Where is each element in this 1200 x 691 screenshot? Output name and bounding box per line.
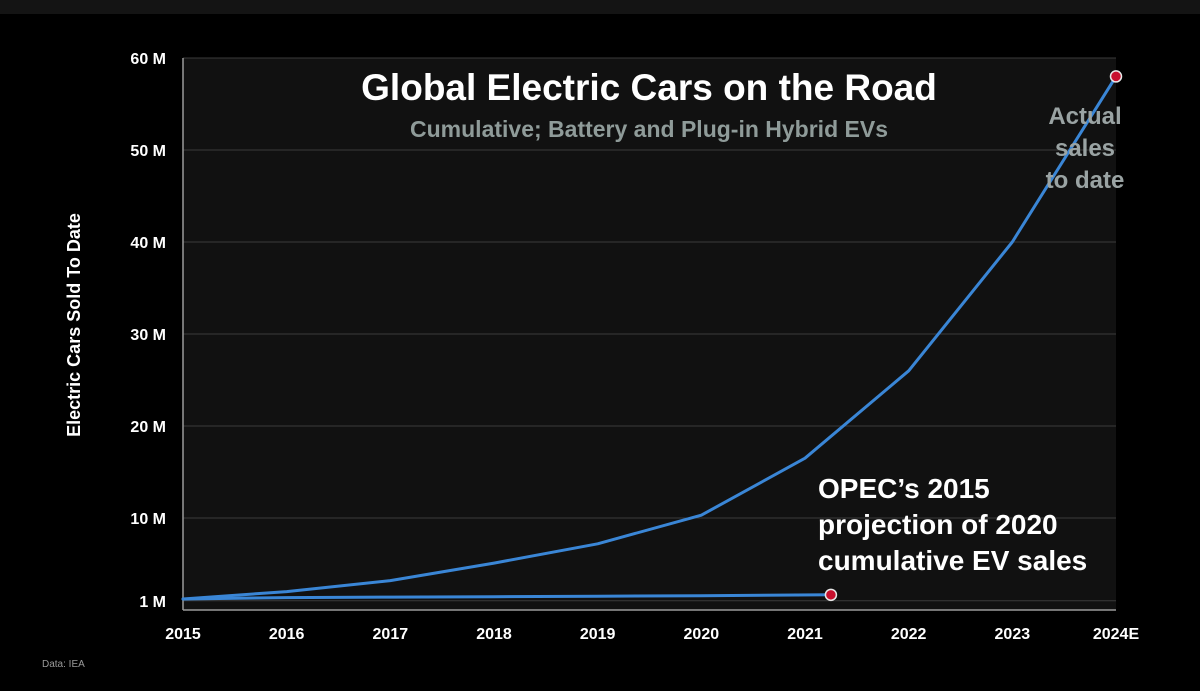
chart-title: Global Electric Cars on the Road [361,67,937,108]
y-tick-label: 50 M [130,143,166,160]
top-bar [0,0,1200,14]
y-tick-label: 60 M [130,51,166,68]
y-tick-label: 30 M [130,327,166,344]
annotation-opec-line1: OPEC’s 2015 [818,473,990,504]
annotation-opec-line2: projection of 2020 [818,509,1058,540]
x-tick-label: 2020 [684,626,720,643]
y-tick-label: 10 M [130,511,166,528]
end-marker-opec [824,588,838,602]
x-tick-label: 2016 [269,626,305,643]
annotation-opec-line3: cumulative EV sales [818,545,1087,576]
axes [182,58,1116,611]
y-tick-label: 20 M [130,419,166,436]
annotation-actual-line2: sales [1055,135,1115,162]
series-end-markers [824,70,1123,602]
x-tick-label: 2019 [580,626,616,643]
x-tick-label: 2024E [1093,626,1140,643]
annotation-actual-line3: to date [1046,167,1125,194]
y-axis-label: Electric Cars Sold To Date [64,213,84,437]
x-tick-label: 2018 [476,626,512,643]
chart-subtitle: Cumulative; Battery and Plug-in Hybrid E… [410,116,888,142]
annotation-opec: OPEC’s 2015 projection of 2020 cumulativ… [818,473,1087,576]
end-marker-actual [1109,70,1123,83]
series-line-opec-projection [181,593,833,601]
series-line-actual [181,74,1118,601]
x-tick-label: 2022 [891,626,927,643]
source-note: Data: IEA [42,659,85,670]
series-lines [181,74,1118,601]
annotation-actual-line1: Actual [1048,103,1121,130]
x-tick-labels: 2015 2016 2017 2018 2019 2020 2021 2022 2023 2024… [165,626,1139,643]
gridlines [183,57,1116,602]
y-tick-labels: 1 M 10 M 20 M 30 M 40 M 50 M 60 M [130,51,166,611]
x-tick-label: 2015 [165,626,201,643]
y-tick-label: 40 M [130,235,166,252]
x-tick-label: 2021 [787,626,823,643]
x-tick-label: 2017 [373,626,409,643]
y-tick-label: 1 M [139,594,166,611]
annotation-actual: Actual sales to date [1046,103,1125,194]
x-tick-label: 2023 [995,626,1031,643]
